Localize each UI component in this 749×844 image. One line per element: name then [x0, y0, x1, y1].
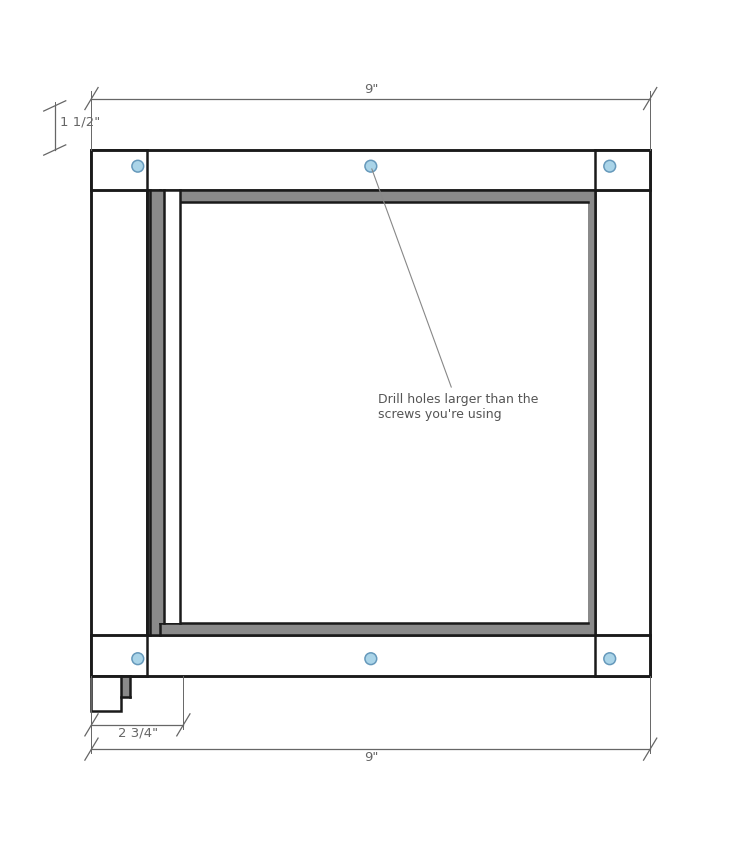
Bar — [91, 150, 650, 191]
Bar — [163, 191, 180, 624]
Circle shape — [604, 160, 616, 172]
Bar — [160, 191, 589, 203]
Bar — [151, 191, 163, 624]
Bar — [147, 191, 160, 636]
Text: Drill holes larger than the
screws you're using: Drill holes larger than the screws you'r… — [372, 169, 539, 420]
Bar — [160, 624, 589, 636]
Text: 9": 9" — [363, 84, 378, 96]
Text: 9": 9" — [363, 751, 378, 765]
Bar — [121, 675, 130, 697]
Bar — [91, 675, 121, 711]
Bar — [91, 636, 650, 675]
Bar — [589, 191, 595, 636]
Bar — [91, 150, 650, 675]
Circle shape — [132, 160, 144, 172]
Bar — [91, 150, 147, 675]
Bar — [595, 150, 650, 675]
Text: 2 3/4": 2 3/4" — [118, 727, 158, 739]
Text: 1 1/2": 1 1/2" — [60, 116, 100, 128]
Circle shape — [604, 652, 616, 664]
Circle shape — [365, 160, 377, 172]
Circle shape — [365, 652, 377, 664]
Circle shape — [132, 652, 144, 664]
